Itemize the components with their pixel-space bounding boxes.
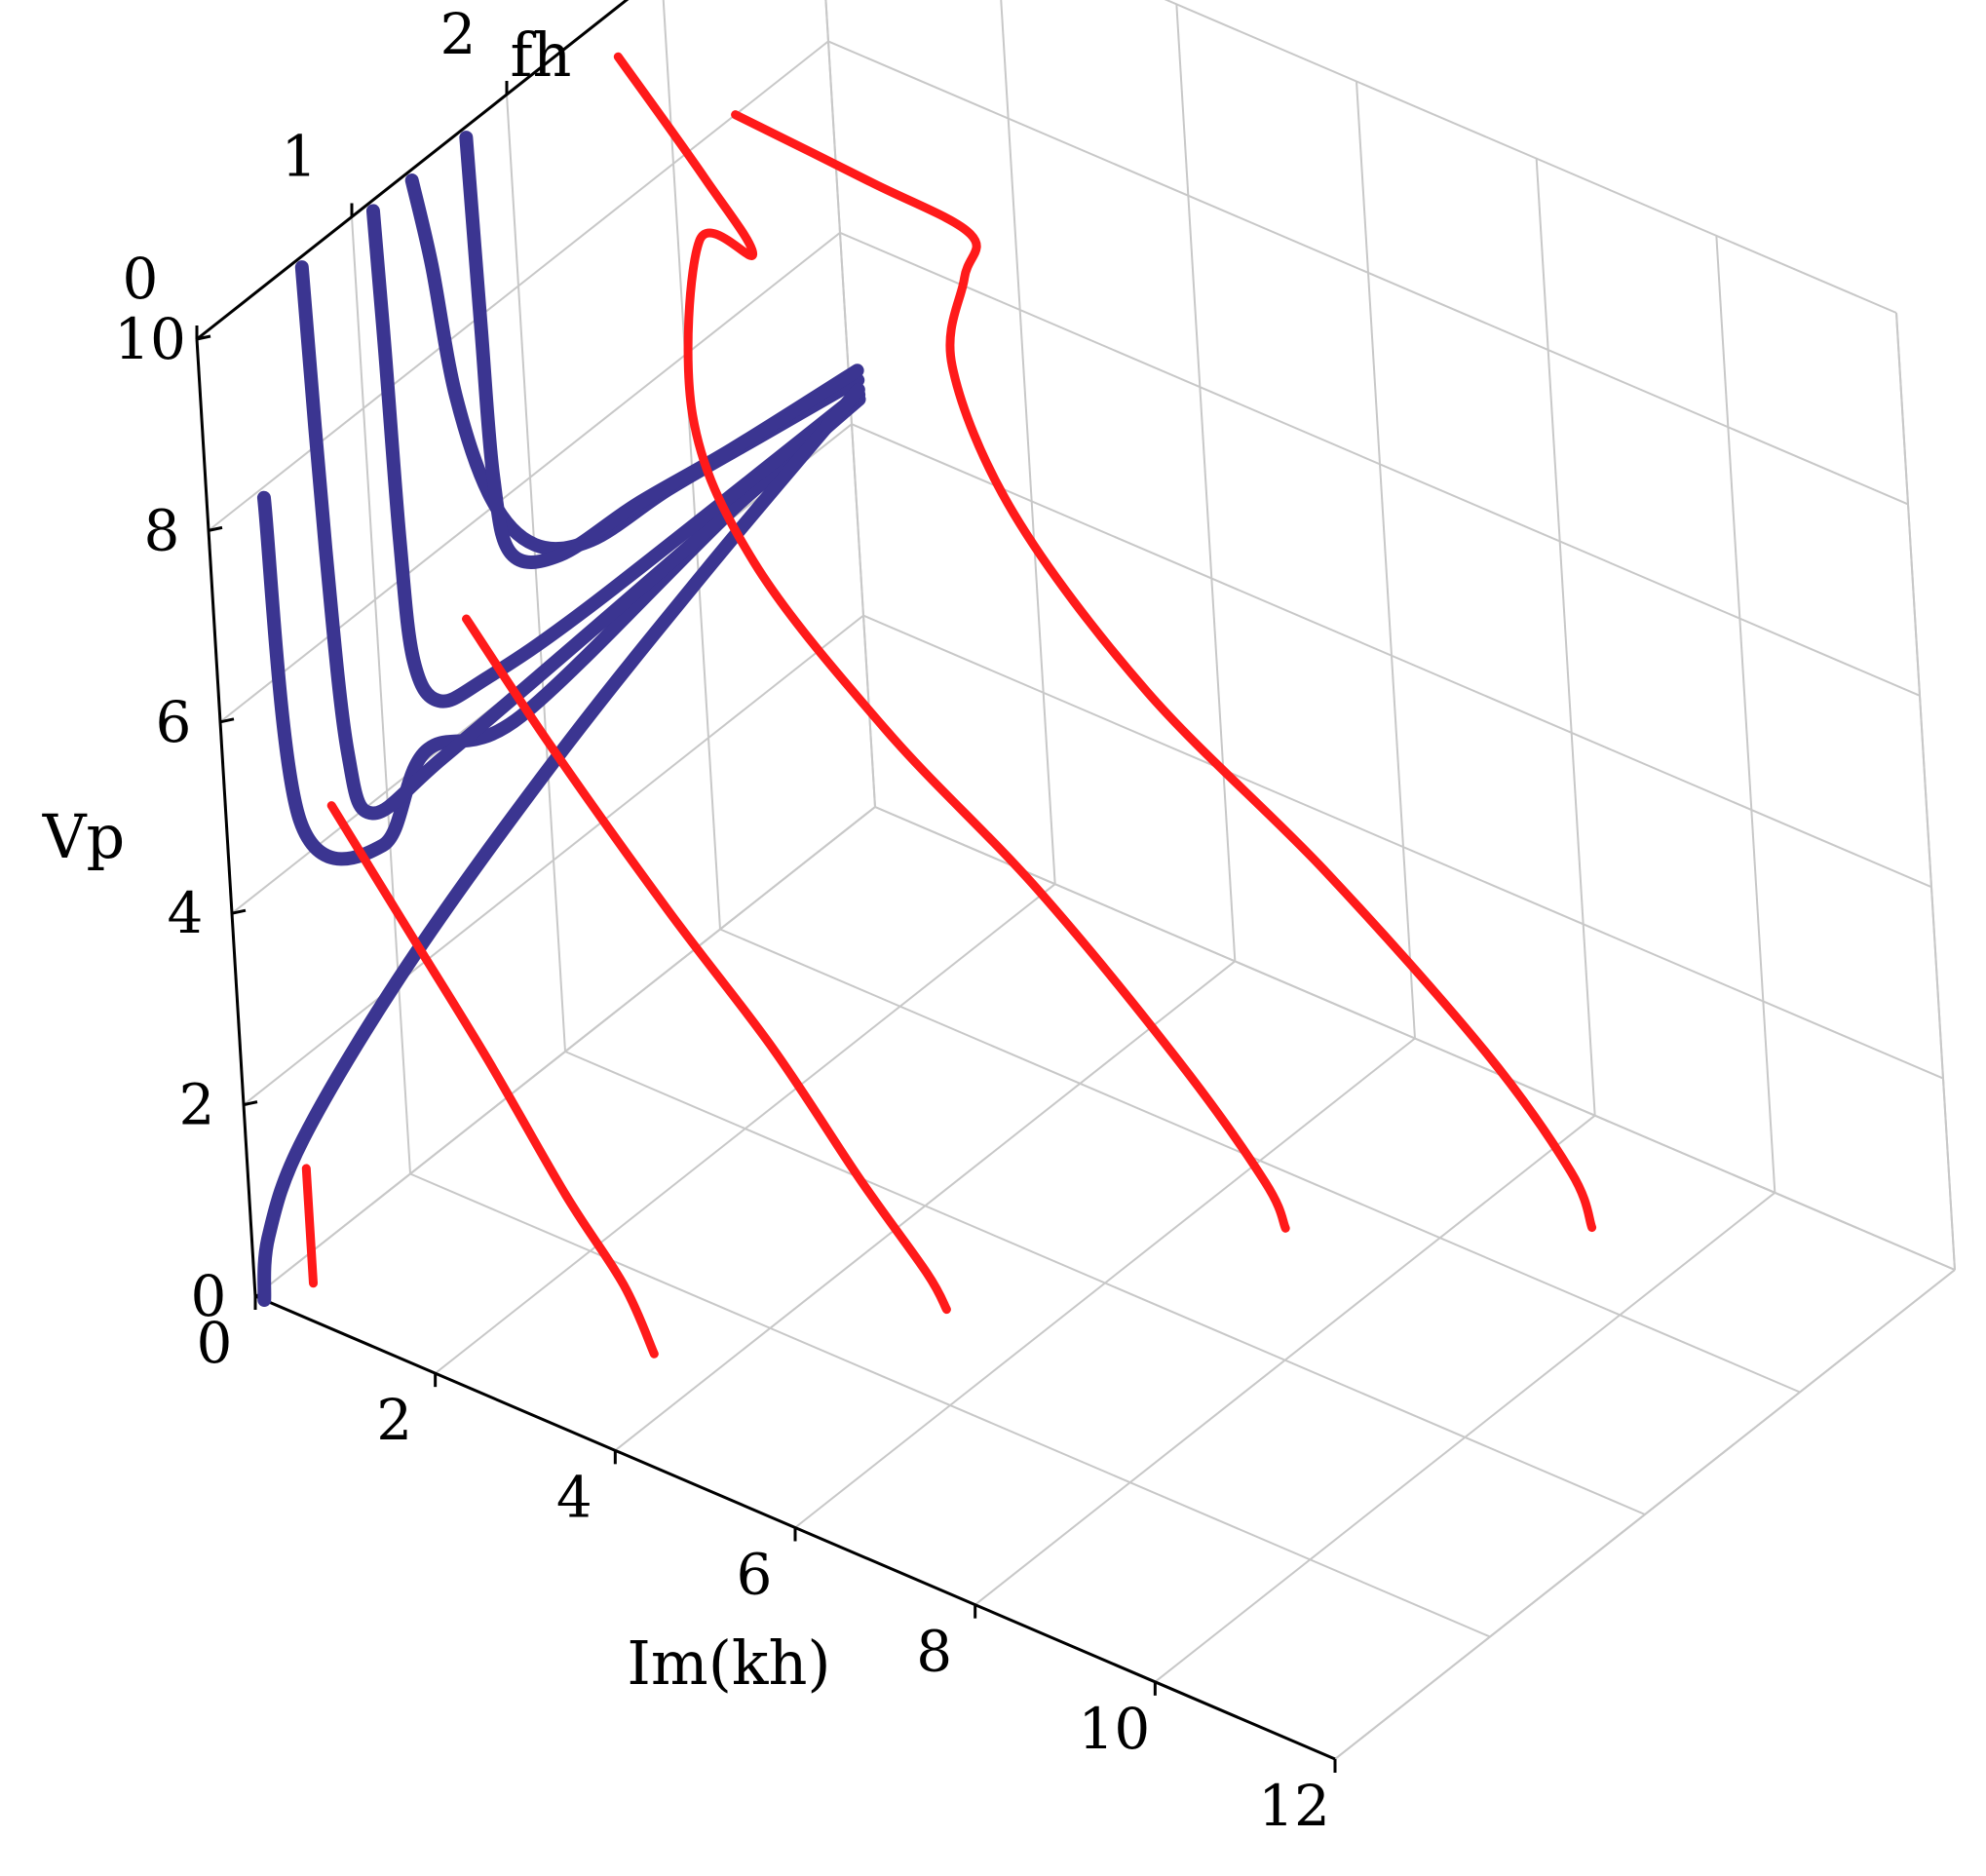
y-tick-label: 0: [197, 1310, 233, 1376]
z-tick-mark: [196, 334, 211, 341]
grid-line-back-wall-vp: [851, 423, 1932, 889]
grid-line-side-wall-fh: [824, 0, 876, 808]
z-tick-label: 2: [179, 1072, 215, 1138]
y-tick-label: 8: [916, 1619, 952, 1685]
y-tick-label: 2: [376, 1387, 412, 1453]
x-tick-label: 1: [282, 124, 318, 190]
grid-line-floor-im: [794, 1037, 1416, 1529]
imaginary-branch-11: [731, 110, 1597, 1233]
x-tick-label: 2: [440, 1, 477, 67]
grid-line-back-wall-vp: [1164, 0, 1897, 314]
z-tick-label: 4: [168, 880, 204, 946]
real-branch-6: [257, 382, 865, 1307]
y-tick-label: 4: [556, 1464, 592, 1530]
grid-line-back-wall-vp: [827, 40, 1909, 506]
imaginary-branch-7: [301, 1164, 318, 1288]
box-edge: [1334, 1269, 1956, 1760]
grid-line-floor-im: [435, 883, 1056, 1374]
y-tick-label: 6: [737, 1542, 773, 1608]
x-axis-label: fh: [511, 19, 572, 91]
z-tick-mark: [219, 717, 235, 724]
z-tick-mark: [243, 1100, 258, 1107]
z-tick-label: 10: [114, 306, 186, 372]
y-axis-label: Im(kh): [627, 1627, 830, 1699]
grid-line-back-wall-im: [1175, 4, 1237, 962]
box-edge: [1895, 312, 1956, 1271]
real-branch-3: [365, 204, 866, 708]
real-branch-5: [459, 131, 864, 569]
grid-line-back-wall-im: [1356, 81, 1416, 1039]
imaginary-branch-8: [326, 801, 659, 1359]
grid-line-floor-im: [974, 1114, 1596, 1606]
grid-line-back-wall-im: [1535, 158, 1596, 1116]
x-tick-label: 0: [123, 246, 159, 312]
y-tick-label: 10: [1078, 1696, 1150, 1762]
z-axis-label: Vp: [42, 801, 125, 872]
grid-line-side-wall-fh: [351, 216, 411, 1174]
grid-line-side-wall-vp: [219, 232, 841, 723]
z-tick-mark: [231, 908, 247, 915]
z-tick-mark: [208, 525, 223, 532]
data-series: [256, 52, 1597, 1359]
grid-line-back-wall-im: [1715, 235, 1776, 1193]
z-tick-label: 0: [191, 1263, 227, 1329]
y-tick-label: 12: [1258, 1773, 1330, 1839]
grid-line-back-wall-im: [1000, 0, 1056, 885]
grid-line-floor-im: [254, 806, 876, 1297]
grid-line-side-wall-vp: [243, 614, 864, 1106]
z-axis-line: [195, 338, 257, 1297]
grid-line-side-wall-fh: [506, 94, 566, 1053]
imaginary-branch-9: [462, 614, 951, 1315]
z-tick-label: 6: [156, 689, 192, 755]
tick-labels: 012340246810120246810: [114, 1, 1330, 1839]
real-branch-2: [294, 260, 866, 821]
grid-line-back-wall-vp: [839, 231, 1921, 697]
z-tick-label: 8: [144, 497, 180, 563]
grid-line-floor-im: [1154, 1192, 1776, 1683]
imaginary-branch-10: [613, 52, 1290, 1233]
axis-lines: [195, 0, 1337, 1773]
grid-line-back-wall-vp: [862, 614, 1944, 1080]
grid-line-floor-im: [614, 960, 1236, 1452]
